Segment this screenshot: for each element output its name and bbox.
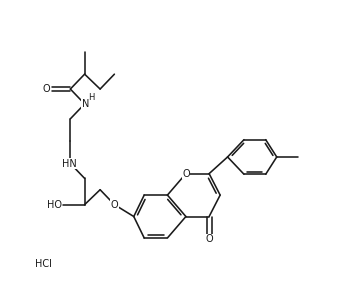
Text: H: H xyxy=(88,93,94,102)
Text: HO: HO xyxy=(47,200,62,210)
Text: HCl: HCl xyxy=(36,259,52,269)
Text: O: O xyxy=(43,84,50,94)
Text: O: O xyxy=(182,169,190,179)
Text: O: O xyxy=(205,234,213,244)
Text: O: O xyxy=(110,200,118,210)
Text: HN: HN xyxy=(62,159,77,169)
Text: N: N xyxy=(81,99,89,109)
